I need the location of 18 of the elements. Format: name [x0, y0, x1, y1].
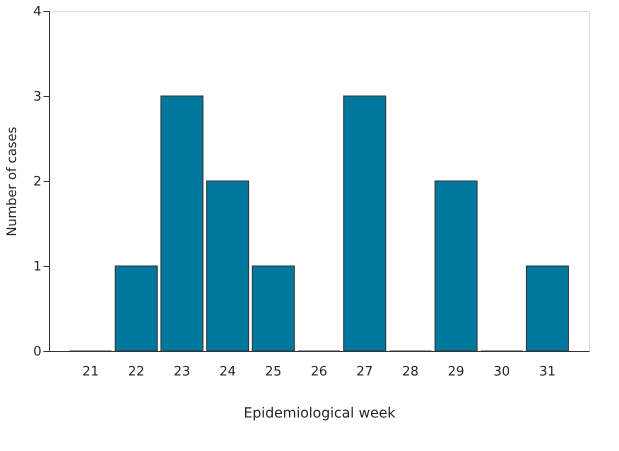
- x-axis-title: Epidemiological week: [244, 406, 396, 422]
- x-tick-label: 21: [82, 364, 99, 380]
- x-tick-label: 29: [448, 364, 464, 380]
- x-tick-label: 28: [402, 364, 419, 380]
- x-tick-label: 22: [128, 364, 145, 380]
- x-tick-label: 30: [493, 364, 510, 380]
- x-tick-label: 24: [219, 364, 236, 380]
- x-tick-label: 26: [310, 364, 328, 380]
- x-tick-label: 31: [539, 364, 556, 380]
- y-tick-label: 3: [33, 90, 42, 104]
- x-tick-label: 25: [265, 364, 282, 380]
- y-tick-label: 2: [33, 174, 42, 190]
- y-tick-label: 4: [33, 4, 42, 20]
- x-tick-label: 27: [356, 364, 373, 380]
- y-tick-label: 0: [33, 344, 42, 360]
- x-tick-label: 23: [174, 364, 190, 380]
- y-axis-title: Number of cases: [5, 126, 20, 236]
- y-tick-label: 1: [33, 260, 42, 274]
